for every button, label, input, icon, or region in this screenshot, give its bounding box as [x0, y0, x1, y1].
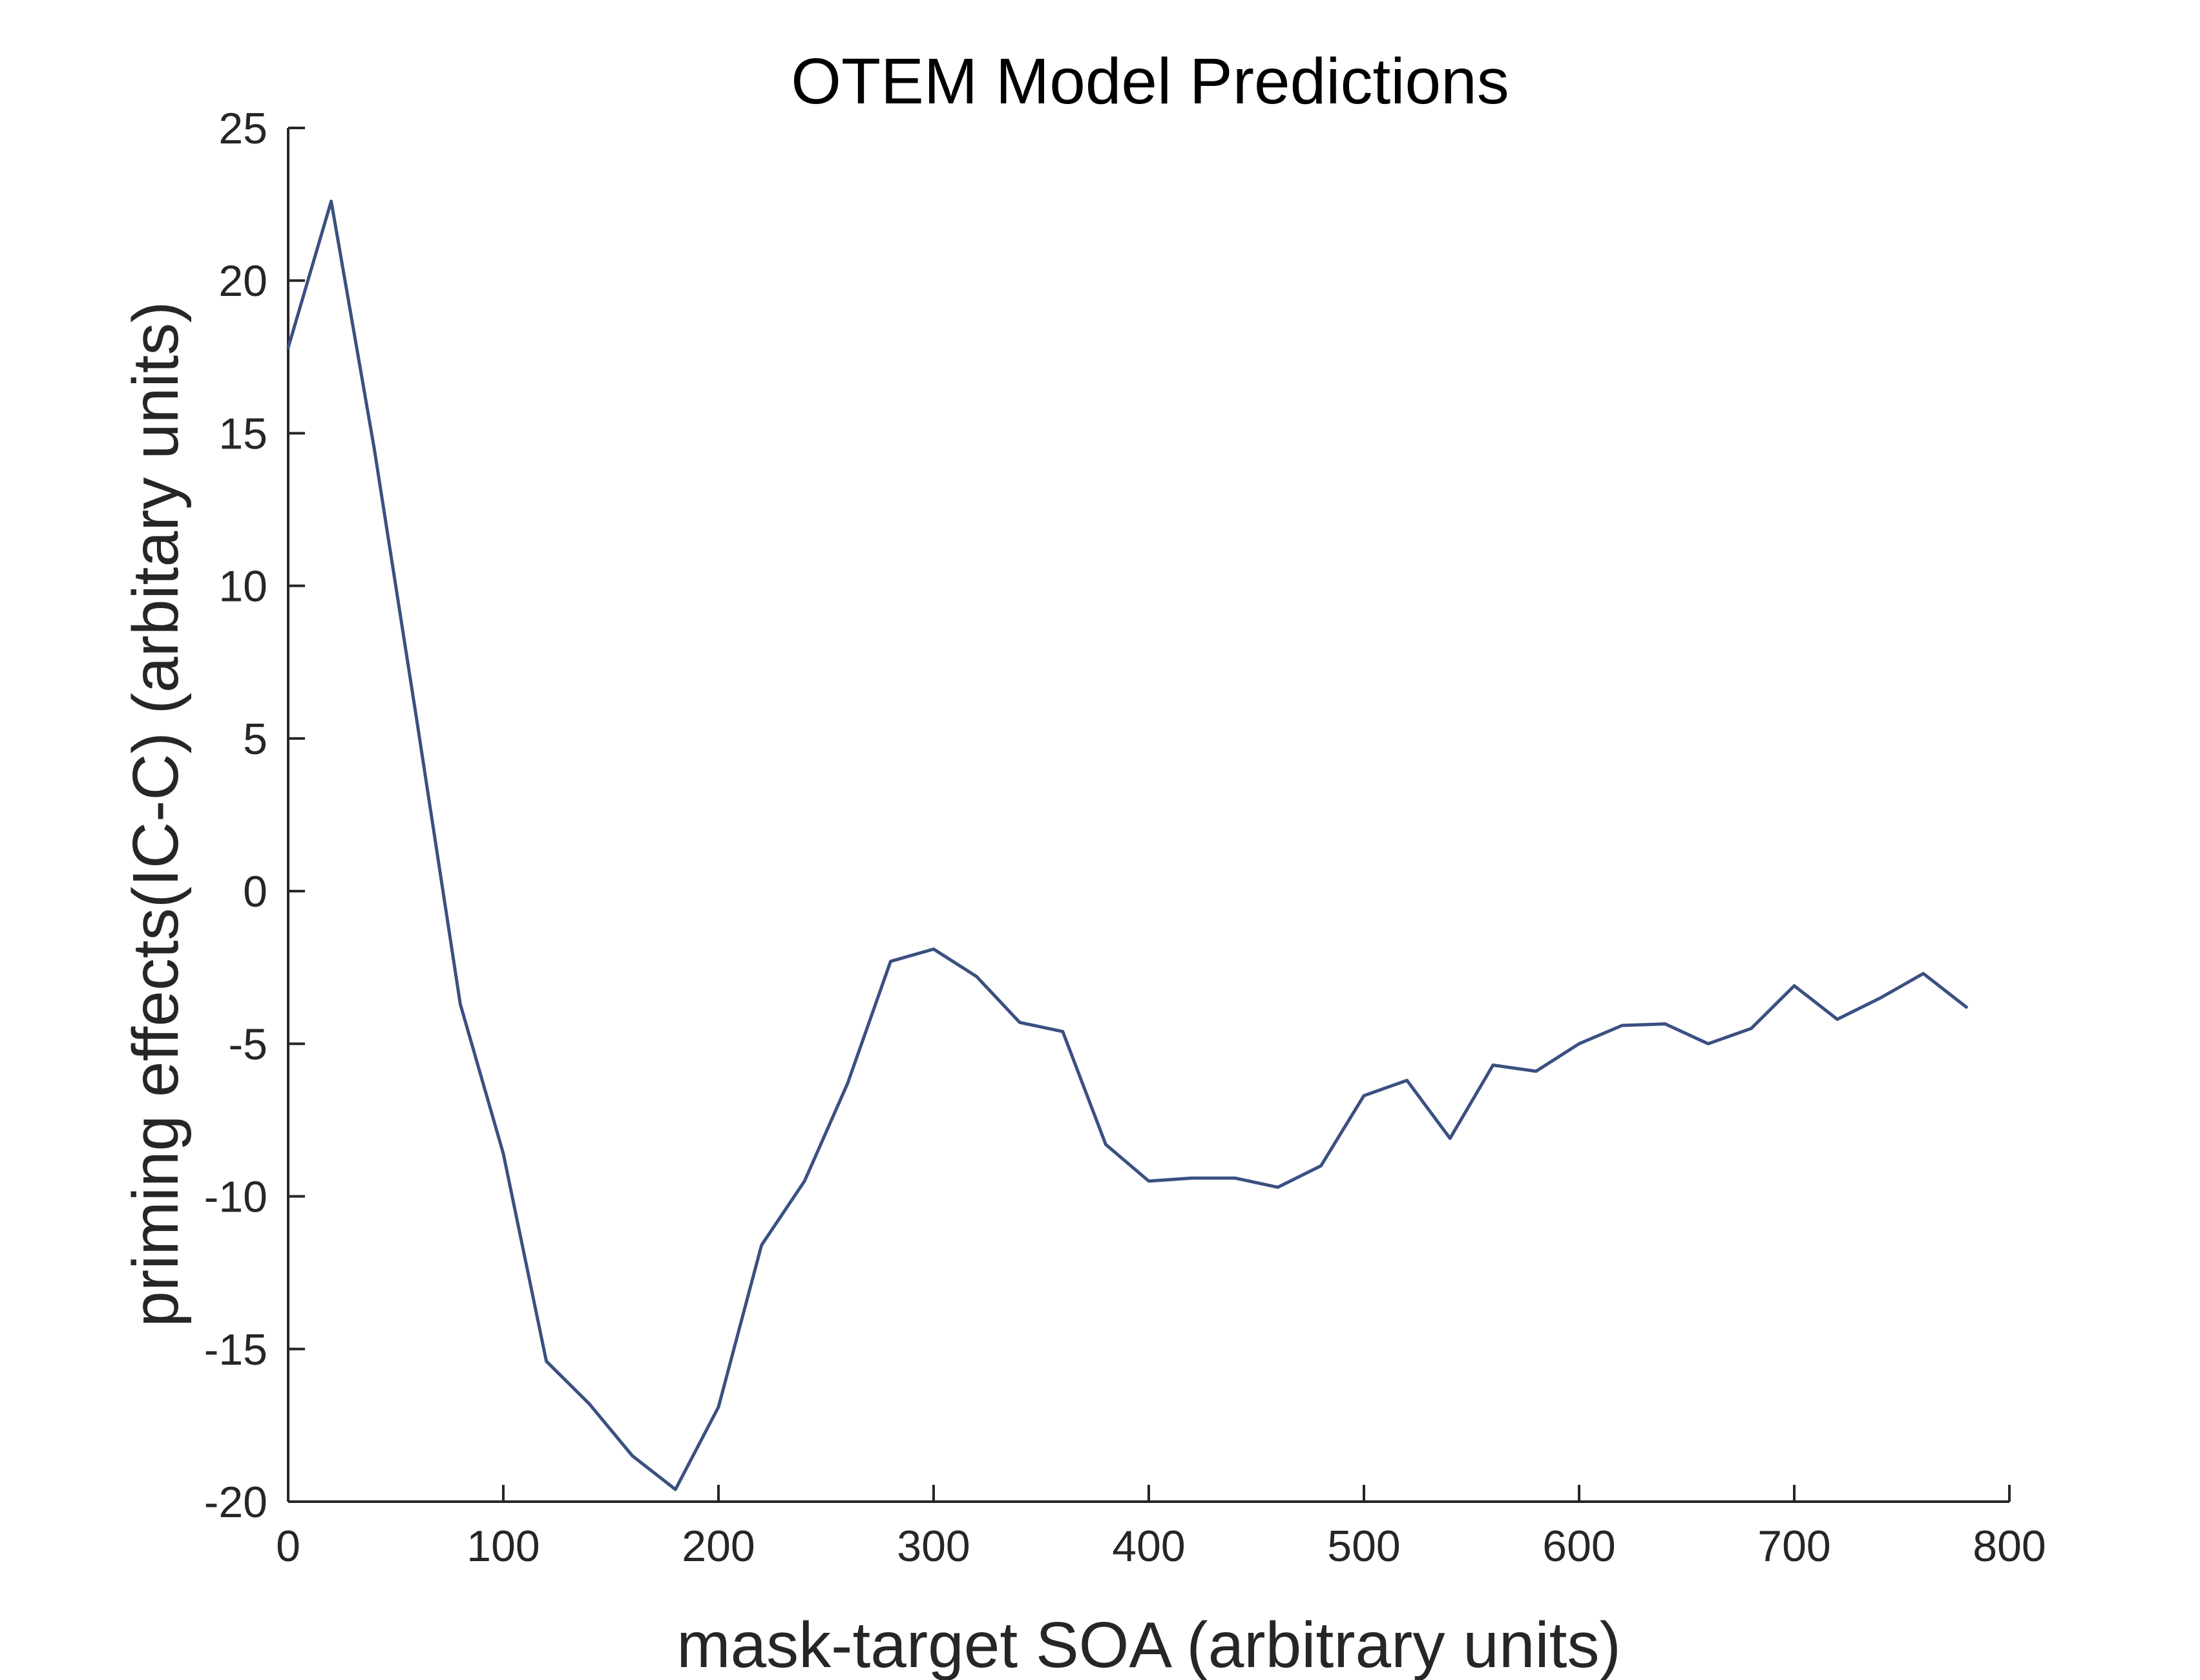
y-tick-label: 0: [243, 867, 267, 916]
y-axis-label: priming effects(IC-C) (arbitary units): [120, 301, 192, 1327]
axes: [287, 128, 2009, 1503]
y-tick-label: 15: [218, 409, 267, 458]
x-tick-label: 100: [466, 1522, 540, 1571]
x-tick-label: 0: [276, 1522, 300, 1571]
y-tick-label: -5: [229, 1020, 267, 1069]
x-tick-label: 700: [1757, 1522, 1830, 1571]
x-tick-label: 400: [1112, 1522, 1185, 1571]
y-ticks: -20 -15 -10 -5 0 5 10 15 20 25: [204, 104, 305, 1527]
x-tick-label: 600: [1542, 1522, 1615, 1571]
y-tick-label: 20: [218, 257, 267, 306]
x-tick-label: 300: [897, 1522, 970, 1571]
x-tick-label: 500: [1327, 1522, 1400, 1571]
series-line-0: [286, 199, 1968, 1491]
x-tick-label: 800: [1973, 1522, 2046, 1571]
y-tick-label: -10: [204, 1173, 267, 1222]
y-tick-label: 10: [218, 562, 267, 611]
x-axis-label: mask-target SOA (arbitrary units): [676, 1609, 1621, 1680]
x-ticks: 0 100 200 300 400 500 600 700 800: [276, 1485, 2046, 1571]
y-tick-label: 25: [218, 104, 267, 153]
series-layer: [286, 199, 1968, 1491]
chart-title: OTEM Model Predictions: [791, 45, 1509, 118]
y-tick-label: -15: [204, 1325, 267, 1374]
y-tick-label: 5: [243, 715, 267, 764]
x-tick-label: 200: [682, 1522, 755, 1571]
y-tick-label: -20: [204, 1478, 267, 1527]
